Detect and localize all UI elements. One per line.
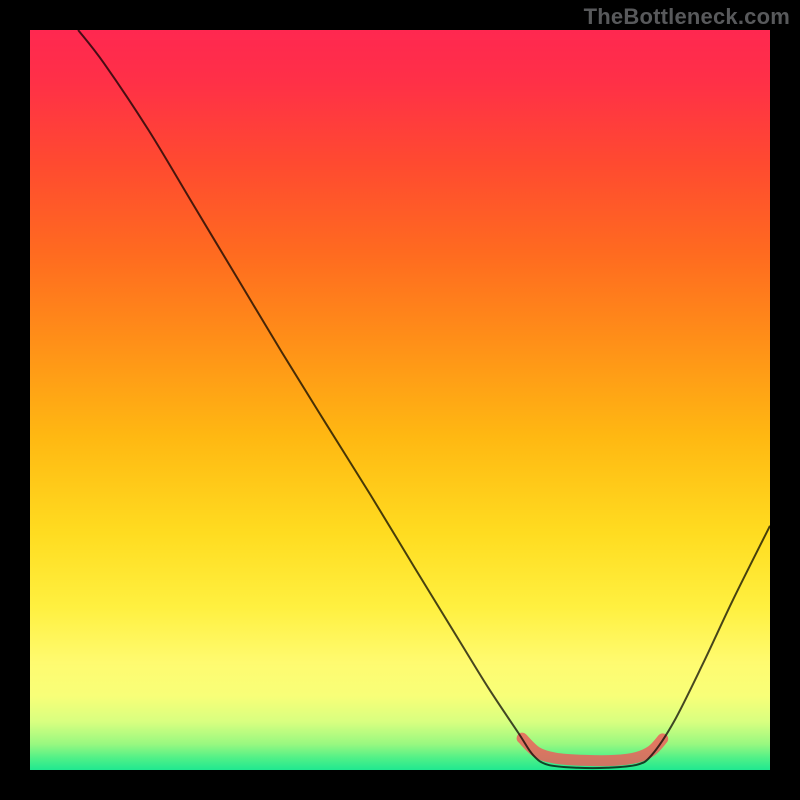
chart-frame: TheBottleneck.com: [0, 0, 800, 800]
plot-background-gradient: [30, 30, 770, 770]
watermark-text: TheBottleneck.com: [584, 4, 790, 30]
plot-area: [30, 30, 770, 770]
